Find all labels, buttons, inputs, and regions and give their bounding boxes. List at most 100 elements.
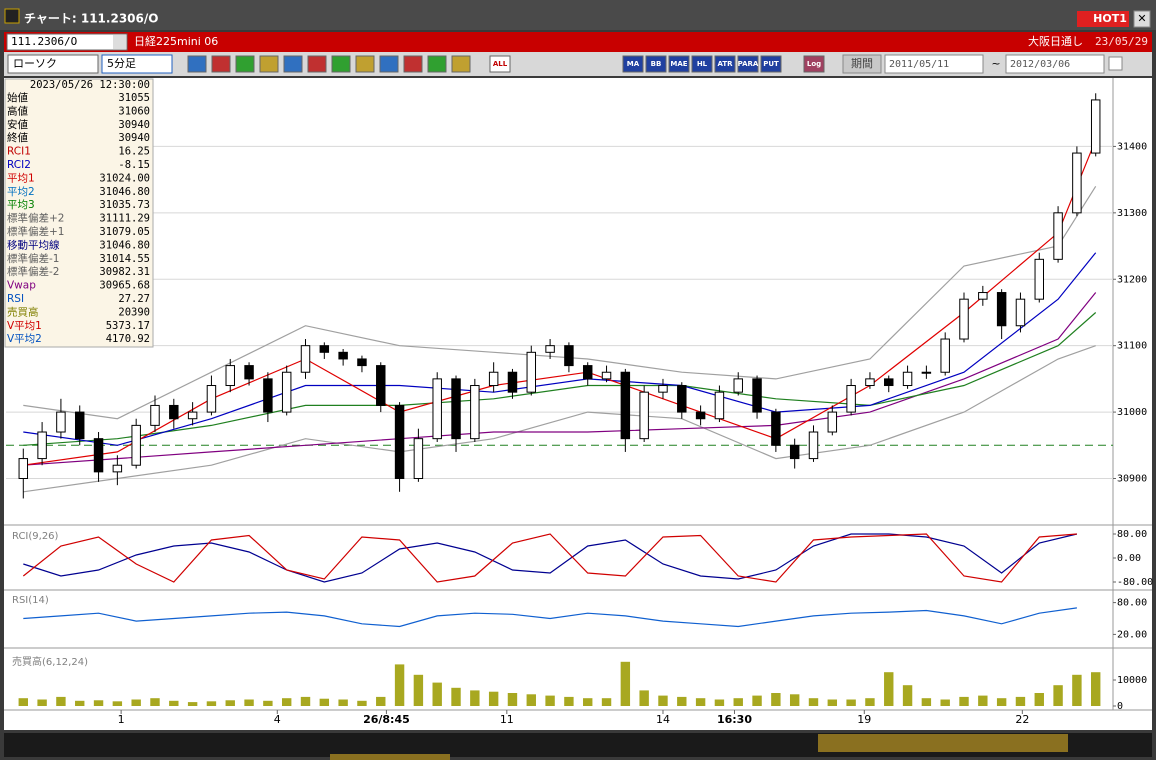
chart-area — [4, 78, 1152, 730]
candle-body — [187, 411, 198, 420]
volume-bar — [281, 698, 292, 706]
candle-body — [846, 385, 856, 413]
toolbar-icon-label[interactable]: MAE — [670, 60, 687, 68]
toolbar-icon-label[interactable]: MA — [627, 60, 640, 68]
toolbar-icon[interactable] — [187, 55, 207, 73]
toolbar-icon[interactable] — [259, 55, 279, 73]
candle-body — [959, 298, 969, 340]
info-value: 30940 — [118, 119, 150, 131]
toolbar-icon[interactable] — [760, 55, 782, 73]
candle-body — [488, 371, 499, 387]
close-icon[interactable]: ✕ — [1137, 12, 1146, 25]
candle-body — [300, 345, 311, 373]
date-from-input[interactable] — [884, 54, 984, 74]
scroll-marker — [330, 754, 450, 760]
toolbar-icon[interactable] — [283, 55, 303, 73]
candle-body — [1034, 258, 1045, 300]
toolbar-icon-label[interactable]: ALL — [493, 60, 508, 68]
volume-bar — [357, 700, 367, 706]
toolbar-icon[interactable] — [427, 55, 447, 73]
candle-body — [319, 345, 330, 353]
y-tick-label: 31300 — [1117, 208, 1147, 219]
candle-body — [37, 431, 47, 460]
y-tick-label: 0 — [1117, 701, 1123, 712]
toolbar-icon[interactable] — [668, 55, 690, 73]
toolbar-icon[interactable] — [331, 55, 351, 73]
candle-body — [112, 464, 123, 473]
info-value: 31035.73 — [99, 199, 150, 211]
toolbar-icon[interactable] — [403, 55, 423, 73]
info-label: Vwap — [7, 280, 36, 292]
volume-bar — [300, 696, 311, 706]
toolbar-icon[interactable] — [235, 55, 255, 73]
info-label: 高値 — [7, 104, 28, 117]
symbol-text[interactable]: 111.2306/O — [11, 35, 77, 48]
toolbar-icon-label[interactable]: BB — [651, 60, 662, 68]
candle-body — [470, 385, 480, 440]
info-value: -8.15 — [118, 159, 150, 171]
volume-bar — [1034, 693, 1044, 706]
date-to-input[interactable] — [1005, 54, 1105, 74]
volume-bar — [263, 700, 273, 706]
market-name: 大阪日通し — [1028, 34, 1083, 48]
hot-label[interactable]: HOT1 — [1093, 12, 1127, 25]
hot-button[interactable] — [1077, 11, 1129, 27]
volume-bar — [996, 698, 1007, 706]
toolbar-icon[interactable] — [451, 55, 471, 73]
volume-bar — [808, 698, 819, 706]
candle-body — [244, 365, 254, 380]
candle-body — [620, 371, 631, 440]
volume-bar — [902, 685, 913, 706]
chart-type-text[interactable]: ローソク — [13, 57, 57, 70]
period-button[interactable] — [842, 54, 882, 74]
indicator-line — [23, 607, 1077, 628]
toolbar-icon[interactable] — [645, 55, 667, 73]
candle-body — [451, 378, 461, 440]
period-label[interactable]: 期間 — [851, 57, 873, 70]
checkbox[interactable] — [1108, 56, 1123, 71]
toolbar-icon[interactable] — [489, 55, 511, 73]
toolbar-icon-label[interactable]: HL — [697, 60, 708, 68]
interval-text[interactable]: 5分足 — [107, 57, 136, 70]
info-panel — [4, 78, 154, 348]
toolbar-icon-label[interactable]: Log — [807, 60, 821, 68]
toolbar-icon-label[interactable]: ATR — [717, 60, 733, 68]
candle-body — [695, 411, 706, 420]
symbol-dropdown[interactable] — [113, 35, 126, 49]
scroll-thumb[interactable] — [818, 734, 1068, 752]
candle-body — [978, 292, 988, 300]
volume-bar — [507, 693, 518, 706]
close-button[interactable] — [1133, 10, 1151, 28]
candle-body — [884, 378, 894, 387]
toolbar-icon[interactable] — [803, 55, 825, 73]
date-from-text[interactable]: 2011/05/11 — [889, 59, 949, 70]
symbol-input[interactable] — [6, 33, 128, 51]
toolbar-icon[interactable] — [307, 55, 327, 73]
info-label: 売買高 — [7, 305, 39, 318]
volume-bar — [714, 699, 725, 706]
toolbar-icon-label[interactable]: PARA — [738, 60, 759, 68]
toolbar-icon[interactable] — [355, 55, 375, 73]
toolbar-icon[interactable] — [714, 55, 736, 73]
volume-bar — [338, 699, 348, 706]
candle-body — [902, 371, 913, 387]
toolbar-icon-label[interactable]: PUT — [763, 60, 779, 68]
candle-body — [1090, 99, 1101, 154]
x-tick-label: 4 — [274, 713, 281, 726]
toolbar-icon[interactable] — [211, 55, 231, 73]
instrument-name: 日経225mini 06 — [134, 35, 218, 48]
volume-bar — [789, 694, 800, 706]
candle-body — [1072, 152, 1082, 214]
date-to-text[interactable]: 2012/03/06 — [1010, 59, 1070, 70]
y-tick-label: 31100 — [1117, 341, 1147, 352]
toolbar-icon[interactable] — [622, 55, 644, 73]
toolbar-icon[interactable] — [379, 55, 399, 73]
volume-bar — [827, 699, 838, 706]
info-label: RSI — [7, 293, 24, 305]
y-tick-label: 20.00 — [1117, 629, 1147, 640]
chart-type-select[interactable] — [7, 54, 99, 74]
interval-select[interactable] — [101, 54, 173, 74]
toolbar-icon[interactable] — [737, 55, 759, 73]
toolbar-icon[interactable] — [691, 55, 713, 73]
